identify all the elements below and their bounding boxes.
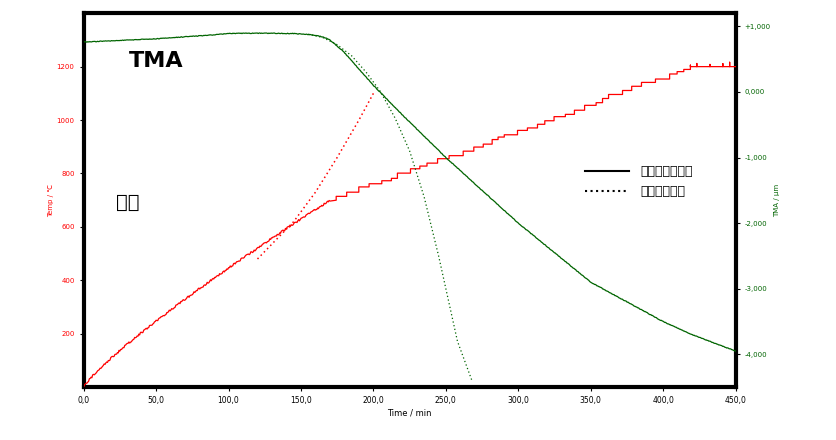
Legend: 収縮率一定測定, 定速異温測定: 収縮率一定測定, 定速異温測定 — [580, 161, 697, 202]
Y-axis label: Temp / ℃: Temp / ℃ — [48, 183, 54, 217]
Text: TMA: TMA — [130, 51, 184, 70]
Text: 温度: 温度 — [116, 193, 140, 212]
Y-axis label: TMA / μm: TMA / μm — [773, 183, 780, 217]
X-axis label: Time / min: Time / min — [387, 408, 432, 417]
